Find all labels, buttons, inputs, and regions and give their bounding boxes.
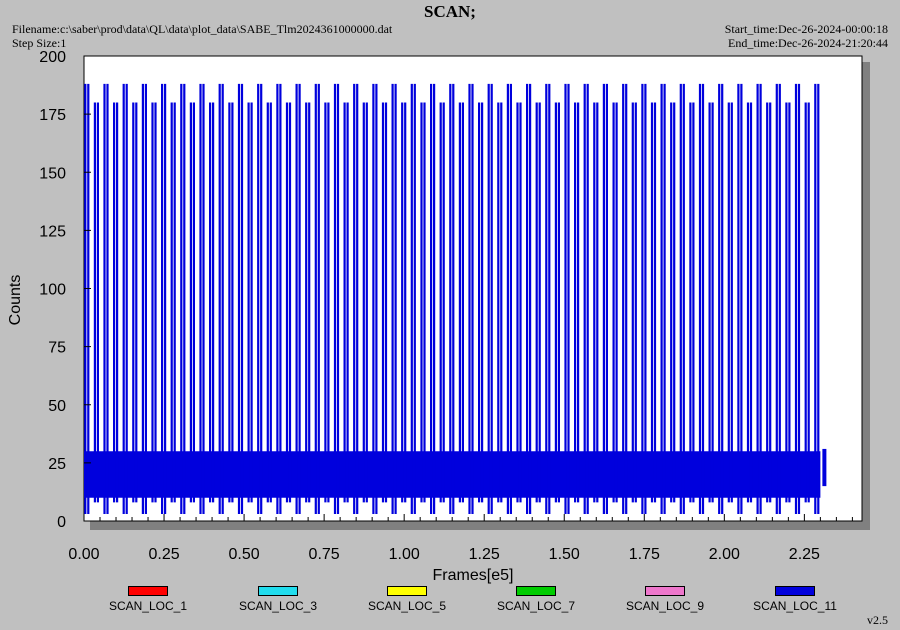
x-tick-label: 1.50 [549,546,580,563]
y-tick-label: 150 [39,165,66,182]
legend-item-scan_loc_11: SCAN_LOC_11 [735,586,855,613]
x-tick-label: 0.00 [68,546,99,563]
file-info: Filename:c:\saber\prod\data\QL\data\plot… [12,22,392,50]
legend-label: SCAN_LOC_5 [367,599,447,613]
x-tick-label: 1.25 [469,546,500,563]
y-tick-label: 50 [48,398,66,415]
legend-swatch [516,586,556,596]
legend-label: SCAN_LOC_11 [753,599,837,613]
legend-item-scan_loc_1: SCAN_LOC_1 [88,586,208,613]
x-tick-label: 1.75 [629,546,660,563]
series-band-scan_loc_11 [84,451,821,498]
x-axis-label: Frames[e5] [433,567,514,584]
y-tick-label: 125 [39,223,66,240]
y-tick-label: 75 [48,340,66,357]
legend-label: SCAN_LOC_3 [238,599,318,613]
y-axis-label: Counts [7,275,24,326]
version-label: v2.5 [867,613,888,627]
y-tick-label: 25 [48,456,66,473]
start-time-label: Start_time:Dec-26-2024-00:00:18 [724,22,888,36]
x-tick-label: 2.00 [709,546,740,563]
x-tick-label: 2.25 [789,546,820,563]
chart-legend: SCAN_LOC_1 SCAN_LOC_3 SCAN_LOC_5 SCAN_LOC_7… [0,586,900,616]
legend-item-scan_loc_7: SCAN_LOC_7 [476,586,596,613]
x-tick-label: 0.25 [148,546,179,563]
end-time-label: End_time:Dec-26-2024-21:20:44 [728,36,888,50]
filename-label: Filename:c:\saber\prod\data\QL\data\plot… [12,22,393,36]
y-tick-label: 100 [39,282,66,299]
series-line-scan_loc_11 [84,83,820,514]
legend-label: SCAN_LOC_1 [108,599,188,613]
legend-swatch [387,586,427,596]
x-tick-label: 0.50 [229,546,260,563]
series-layer [84,83,827,514]
axes-layer: 0 25 50 75 100 125 150 175 200 0.00 0.25 0.50 0.75 1.… [39,49,853,563]
legend-swatch [128,586,168,596]
legend-item-scan_loc_3: SCAN_LOC_3 [218,586,338,613]
legend-label: SCAN_LOC_9 [625,599,705,613]
legend-item-scan_loc_5: SCAN_LOC_5 [347,586,467,613]
step-size-label: Step Size:1 [12,36,67,50]
y-tick-label: 175 [39,107,66,124]
legend-swatch [645,586,685,596]
time-info: Start_time:Dec-26-2024-00:00:18 End_time… [725,22,888,50]
y-tick-label: 0 [57,514,66,531]
chart-title: SCAN; [424,2,476,21]
legend-item-scan_loc_9: SCAN_LOC_9 [605,586,725,613]
x-tick-label: 0.75 [309,546,340,563]
y-tick-label: 200 [39,49,66,66]
legend-swatch [775,586,815,596]
legend-swatch [258,586,298,596]
x-tick-label: 1.00 [389,546,420,563]
legend-label: SCAN_LOC_7 [496,599,576,613]
